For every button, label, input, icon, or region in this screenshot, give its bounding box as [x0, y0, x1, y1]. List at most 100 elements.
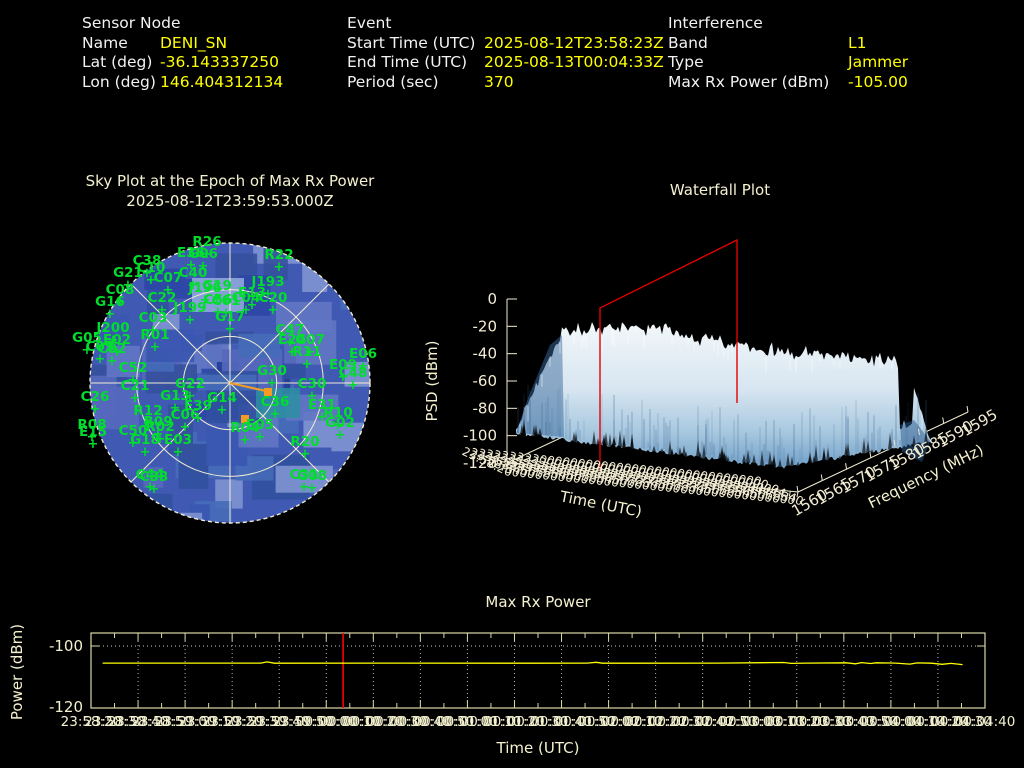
satellite-marker: +	[130, 391, 141, 406]
rx-xtick-label: 00:01:50	[555, 714, 616, 730]
wf-fringe	[862, 437, 866, 455]
satellite-label: R20	[290, 434, 319, 450]
satellite-label: E09	[329, 357, 357, 373]
satellite-label: G08	[297, 468, 327, 484]
satellite-label: E31	[308, 397, 336, 413]
wf-fringe	[888, 432, 892, 450]
sky-plot-title-line1: Sky Plot at the Epoch of Max Rx Power	[85, 172, 375, 190]
satellite-marker: +	[105, 307, 116, 322]
wf-time-tick	[520, 464, 523, 470]
satellite-marker: +	[255, 430, 266, 445]
wf-time-tick	[551, 467, 554, 473]
rx-ytick-label: -100	[49, 637, 83, 655]
wf-time-tick	[719, 484, 722, 490]
wf-time-tick	[513, 463, 516, 469]
satellite-marker: +	[307, 389, 318, 404]
sensor-name-value: DENI_SN	[160, 33, 228, 52]
satellite-label: C52	[119, 360, 148, 376]
sky-plot-title: Sky Plot at the Epoch of Max Rx Power 20…	[40, 171, 420, 211]
satellite-label: R22	[264, 247, 293, 263]
satellite-marker: +	[185, 389, 196, 404]
rx-xtick-label: 00:00:00	[296, 714, 357, 730]
wf-fringe	[796, 461, 800, 468]
sensor-lon-value: 146.404312134	[160, 72, 284, 91]
satellite-marker: +	[202, 247, 213, 262]
rx-xtick-label: 00:02:10	[602, 714, 663, 730]
wf-fringe	[814, 444, 818, 463]
satellite-label: C40	[179, 265, 208, 281]
event-start-label: Start Time (UTC)	[347, 33, 476, 52]
wf-fringe	[924, 428, 928, 445]
satellite-label: R02	[145, 419, 174, 435]
rx-xtick-label: 00:00:40	[390, 714, 451, 730]
wf-fringe	[622, 434, 626, 450]
waterfall-psd-axis-label: PSD (dBm)	[423, 340, 441, 421]
wf-fringe	[770, 460, 774, 466]
event-title: Event	[347, 14, 392, 32]
satellite-label: C10	[137, 260, 166, 276]
wf-time-tick	[712, 483, 715, 489]
satellite-marker: +	[287, 345, 298, 360]
sky-patch-pale	[192, 278, 244, 312]
satellite-label: C21	[121, 378, 150, 394]
satellite-marker: +	[180, 420, 191, 435]
wf-time-tick	[658, 478, 661, 484]
wf-fringe	[752, 454, 756, 465]
wf-fringe	[822, 446, 826, 462]
maxrx-power-axis-label: Power (dBm)	[8, 624, 26, 720]
satellite-marker: +	[107, 354, 118, 369]
rx-xtick-label: 00:00:30	[367, 714, 428, 730]
rx-xtick-label: 23:58:30	[84, 714, 145, 730]
wf-time-tick	[536, 465, 539, 472]
rx-xtick-label: 00:02:00	[578, 714, 639, 730]
wf-frequency-tick	[820, 474, 823, 481]
rx-xtick-label: 00:01:30	[508, 714, 569, 730]
satellite-marker: +	[150, 340, 161, 355]
satellite-marker: +	[225, 322, 236, 337]
event-end-value: 2025-08-13T00:04:33Z	[484, 53, 664, 71]
satellite-marker: +	[241, 303, 252, 318]
wf-fringe	[726, 455, 730, 463]
wf-event-slice-plane	[599, 238, 738, 470]
wf-fringe	[612, 436, 616, 446]
sensor-name-label: Name	[82, 33, 128, 52]
sensor-node-panel: Sensor Node Name DENI_SN Lat (deg) -36.143…	[82, 14, 283, 92]
sky-patch	[138, 431, 159, 455]
satellite-label: G05	[72, 330, 102, 346]
satellite-label: G19	[202, 278, 232, 294]
satellite-marker: +	[112, 345, 123, 360]
rx-xtick-label: 00:03:20	[766, 714, 827, 730]
rx-xtick-label: 23:58:40	[108, 714, 169, 730]
satellite-label: E15	[79, 424, 107, 440]
wf-time-tick	[727, 485, 730, 491]
sky-patch	[276, 301, 332, 332]
sky-patch	[143, 512, 203, 523]
satellite-label: R12	[133, 403, 162, 419]
wf-time-tick	[781, 490, 784, 496]
rx-xtick-label: 23:59:50	[272, 714, 333, 730]
wf-psd-tick-label: 0	[487, 290, 497, 308]
satellite-marker: +	[193, 411, 204, 426]
wf-time-tick	[765, 488, 768, 495]
rx-xtick-label: 00:00:20	[343, 714, 404, 730]
satellite-marker: +	[142, 266, 153, 281]
rx-xtick-label: 00:04:30	[931, 714, 992, 730]
interference-type-label: Type	[668, 53, 704, 71]
satellite-label: C48	[339, 365, 368, 381]
wf-time-tick	[788, 491, 791, 497]
wf-surface	[516, 322, 930, 469]
wf-fringe	[786, 452, 790, 467]
rx-ytick-label: -120	[49, 698, 83, 716]
wf-time-tick	[750, 487, 753, 493]
wf-fringe	[790, 456, 794, 468]
sensor-node-title: Sensor Node	[82, 14, 181, 32]
jammer-direction-line	[229, 382, 267, 392]
wf-psd-tick-label: -100	[463, 427, 497, 445]
wf-fringe	[866, 440, 870, 454]
rx-xtick-label: 00:00:10	[319, 714, 380, 730]
satellite-label: C05	[86, 339, 115, 355]
wf-fringe	[746, 449, 750, 463]
sky-patch	[340, 291, 370, 310]
satellite-marker: +	[212, 291, 223, 306]
satellite-marker: +	[335, 428, 346, 443]
